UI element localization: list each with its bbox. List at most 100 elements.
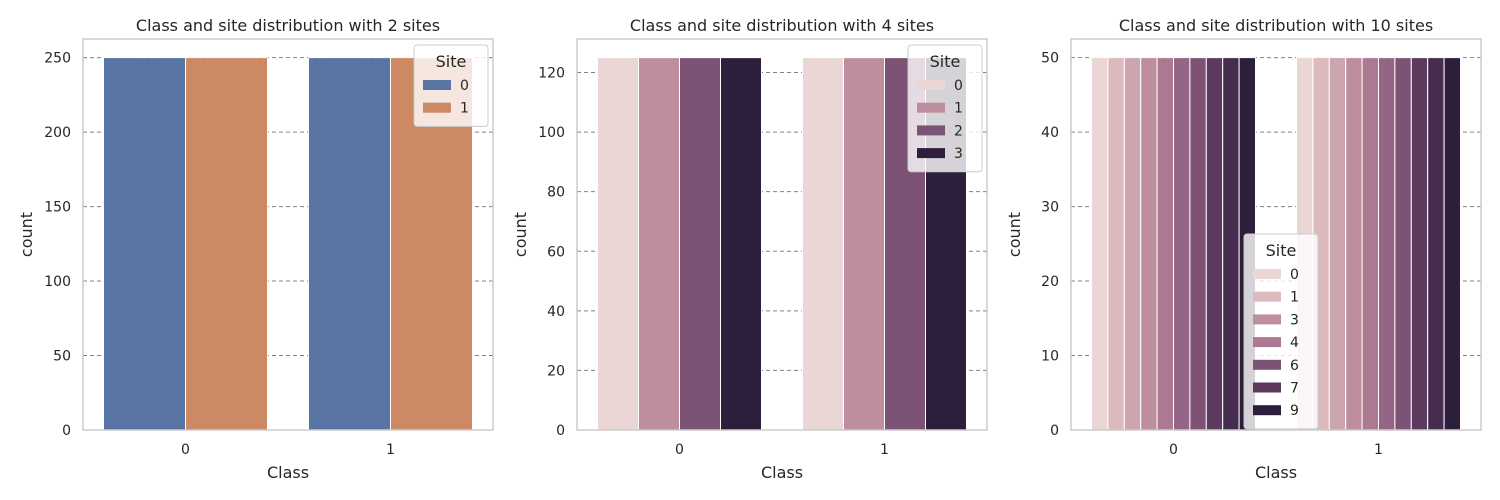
y-tick-label: 100 [44, 274, 71, 290]
bar [1222, 57, 1240, 431]
bar [597, 57, 639, 431]
chart-title: Class and site distribution with 10 site… [1119, 16, 1433, 35]
legend-label: 7 [1290, 381, 1299, 397]
bar [1410, 57, 1429, 431]
chart-title: Class and site distribution with 2 sites [136, 16, 440, 35]
y-tick-label: 40 [1041, 125, 1059, 141]
legend-label: 4 [1290, 335, 1299, 351]
legend-swatch [423, 80, 451, 90]
bar [638, 57, 680, 431]
y-tick-label: 200 [44, 125, 71, 141]
x-tick-label: 0 [181, 442, 190, 458]
bar [1427, 57, 1445, 431]
legend-label: 9 [1290, 403, 1299, 419]
y-tick-label: 60 [547, 244, 565, 260]
x-axis-label: Class [1255, 463, 1297, 482]
bar [308, 57, 391, 431]
legend: Site 0 1 3 4 6 7 9 [1243, 233, 1319, 430]
bar [1156, 57, 1174, 431]
legend-swatch [1253, 405, 1281, 416]
legend-label: 0 [954, 78, 963, 94]
x-tick-label: 1 [880, 442, 889, 458]
chart-title: Class and site distribution with 4 sites [630, 16, 934, 35]
legend-label: 1 [460, 101, 469, 117]
legend-swatch [1253, 269, 1281, 279]
x-tick-label: 0 [1169, 442, 1178, 458]
y-tick-label: 10 [1041, 349, 1059, 365]
legend-swatch [423, 102, 451, 113]
legend: Site 0 1 [413, 44, 489, 127]
legend: Site 0 1 2 3 [907, 44, 983, 173]
legend-label: 3 [1290, 312, 1299, 328]
y-tick-label: 120 [538, 66, 565, 82]
y-tick-label: 0 [556, 423, 565, 439]
plot-frame [82, 38, 494, 431]
bar [1173, 57, 1191, 431]
bar [1091, 57, 1109, 431]
legend-swatch [917, 125, 945, 136]
legend-label: 0 [460, 78, 469, 94]
legend-title: Site [1266, 241, 1297, 260]
bar [1189, 57, 1207, 431]
x-tick-label: 1 [1374, 442, 1383, 458]
legend-box [1243, 233, 1319, 430]
bar [1443, 57, 1461, 431]
legend-swatch [1253, 291, 1281, 302]
y-tick-label: 150 [44, 200, 71, 216]
legend-swatch [1253, 314, 1281, 325]
bar [1140, 57, 1158, 431]
bar [185, 57, 268, 431]
y-axis-label: count [1005, 212, 1024, 257]
y-tick-label: 40 [547, 304, 565, 320]
chart-panel-0: 0 50 100 150 200 250 0 1 Class and site distribu… [17, 16, 494, 482]
bar [1345, 57, 1363, 431]
legend-swatch [917, 148, 945, 159]
legend-swatch [917, 102, 945, 113]
x-axis-label: Class [761, 463, 803, 482]
legend-swatch [1253, 359, 1281, 370]
y-tick-label: 100 [538, 125, 565, 141]
bar [1361, 57, 1379, 431]
y-tick-label: 0 [62, 423, 71, 439]
bar [1107, 57, 1125, 431]
bar [802, 57, 844, 431]
y-tick-label: 20 [547, 363, 565, 379]
bar [679, 57, 721, 431]
legend-swatch [917, 80, 945, 90]
y-tick-label: 30 [1041, 200, 1059, 216]
legend-title: Site [436, 52, 467, 71]
legend-swatch [1253, 382, 1281, 393]
x-tick-label: 1 [386, 442, 395, 458]
x-axis-label: Class [267, 463, 309, 482]
legend-label: 1 [954, 101, 963, 117]
plot-frame [576, 38, 988, 431]
legend-label: 0 [1290, 267, 1299, 283]
legend-label: 6 [1290, 358, 1299, 374]
legend-title: Site [930, 52, 961, 71]
y-tick-label: 80 [547, 185, 565, 201]
legend-swatch [1253, 337, 1281, 348]
bar [1205, 57, 1224, 431]
y-tick-label: 20 [1041, 274, 1059, 290]
y-tick-label: 50 [1041, 51, 1059, 67]
legend-label: 2 [954, 123, 963, 139]
bar [103, 57, 186, 431]
y-tick-label: 50 [53, 349, 71, 365]
y-axis-label: count [511, 212, 530, 257]
legend-label: 3 [954, 146, 963, 162]
bar [1378, 57, 1396, 431]
x-tick-label: 0 [675, 442, 684, 458]
bar [1328, 57, 1347, 431]
bar [1123, 57, 1142, 431]
y-axis-label: count [17, 212, 36, 257]
legend-label: 1 [1290, 290, 1299, 306]
y-tick-label: 250 [44, 51, 71, 67]
bar [720, 57, 762, 431]
plot-frame [1070, 38, 1482, 431]
bar [843, 57, 885, 431]
bar [1394, 57, 1412, 431]
y-tick-label: 0 [1050, 423, 1059, 439]
